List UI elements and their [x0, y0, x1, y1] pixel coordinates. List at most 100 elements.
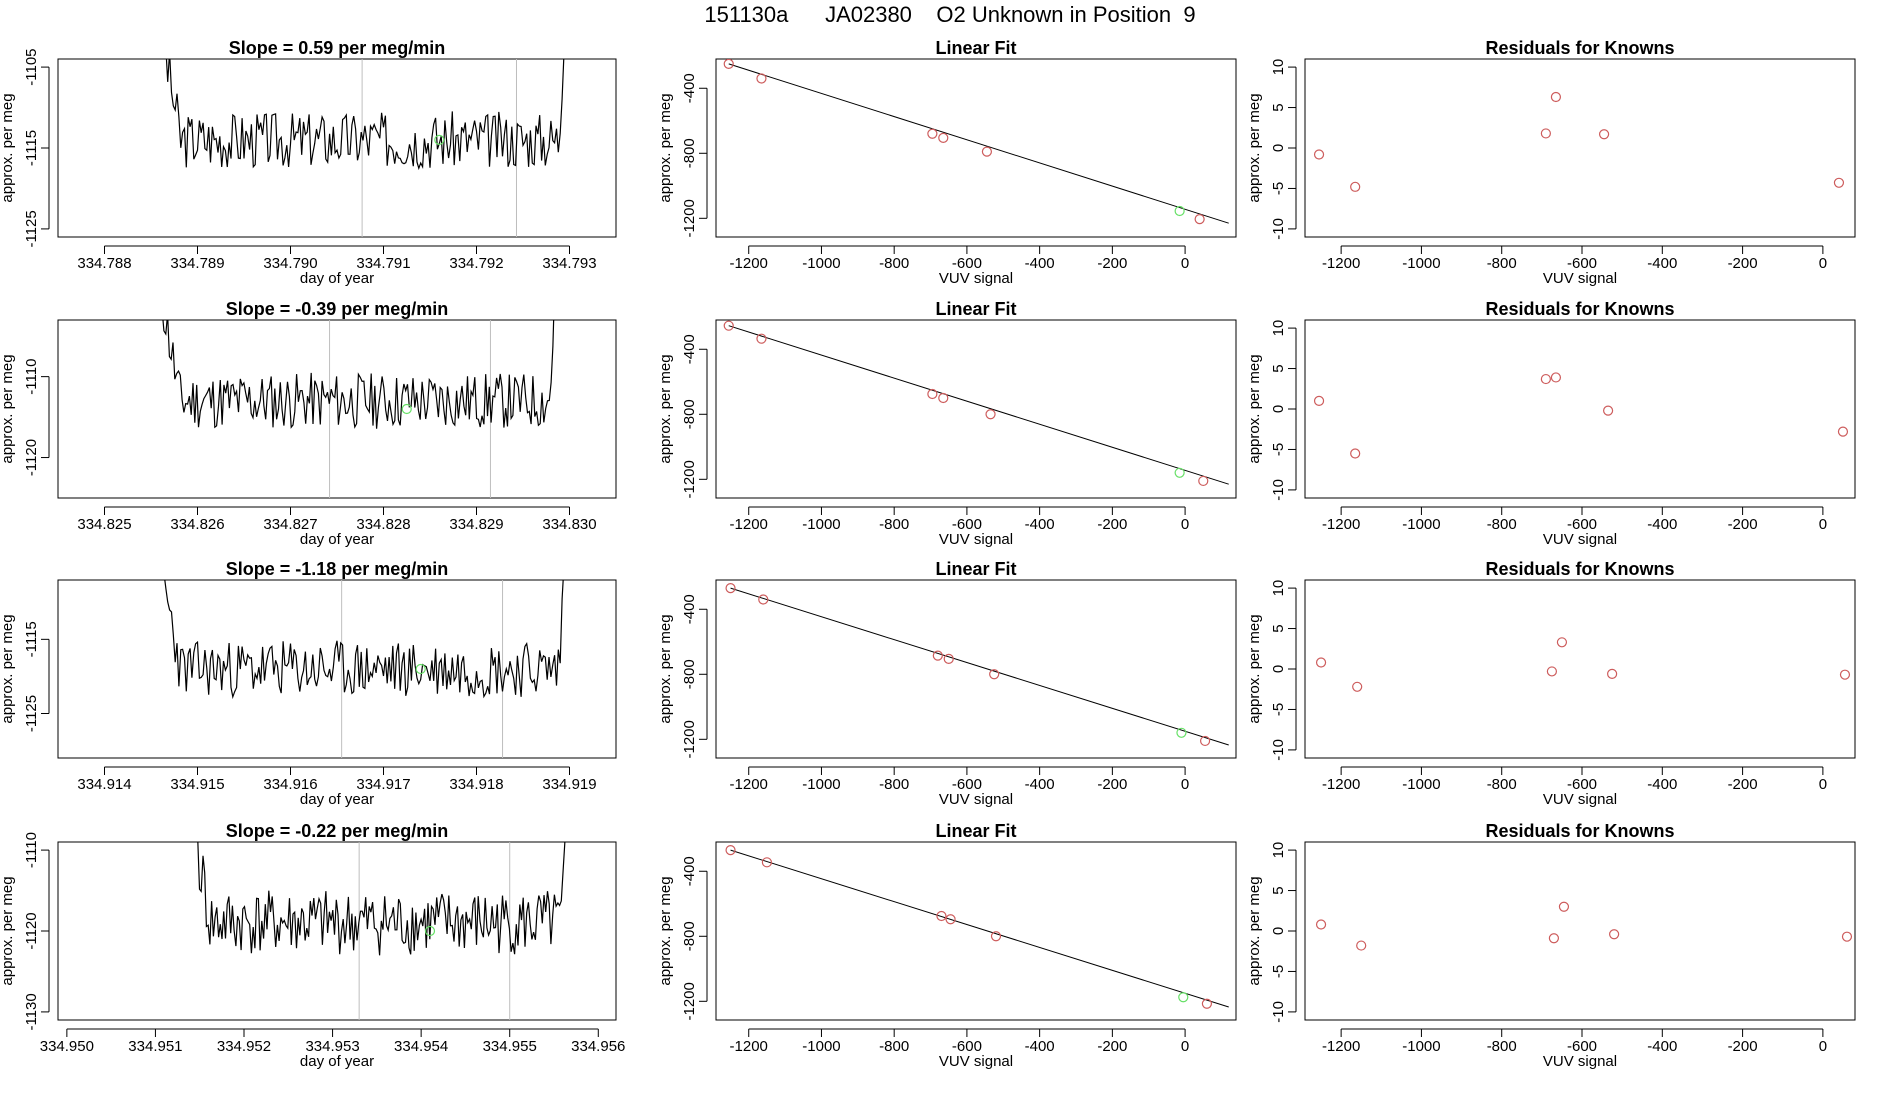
x-tick-label: -400: [1647, 1038, 1677, 1055]
unknown-point: [1174, 205, 1185, 217]
y-axis-label: approx. per meg: [657, 93, 674, 202]
y-tick-label: -5: [1270, 443, 1287, 456]
x-tick-label: 334.830: [542, 516, 596, 533]
x-tick-label: -1200: [730, 1038, 768, 1055]
x-tick-label: 0: [1819, 1038, 1827, 1055]
x-tick-label: -800: [1487, 516, 1517, 533]
unknown-point: [1178, 992, 1189, 1003]
chart-title: Linear Fit: [935, 559, 1016, 579]
x-tick-label: 334.956: [571, 1038, 625, 1055]
y-axis: 10 5 0 -5 -10: [1270, 59, 1297, 240]
x-axis-label: day of year: [300, 791, 374, 808]
x-tick-label: 334.914: [77, 776, 131, 793]
x-tick-label: -200: [1728, 1038, 1758, 1055]
x-tick-label: -800: [1487, 1038, 1517, 1055]
x-tick-label: -1000: [1402, 516, 1440, 533]
plot-frame: [57, 319, 617, 499]
known-point: [943, 653, 954, 664]
x-tick-label: -600: [1567, 1038, 1597, 1055]
x-tick-label: -600: [1567, 255, 1597, 272]
y-tick-label: -5: [1270, 965, 1287, 978]
x-tick-label: -1000: [1402, 1038, 1440, 1055]
x-tick-label: 334.919: [542, 776, 596, 793]
x-axis: 334.825 334.826 334.827 334.828 334.829 334.8…: [77, 506, 597, 533]
known-point: [990, 931, 1002, 942]
x-tick-label: -400: [1025, 255, 1055, 272]
x-axis: -1200 -1000 -800 -600 -400 -200 0: [1322, 1028, 1827, 1055]
x-tick-label: 334.951: [128, 1038, 182, 1055]
plot-frame: [715, 579, 1237, 759]
y-tick-label: 0: [1270, 665, 1287, 673]
x-axis: 334.914 334.915 334.916 334.917 334.918 334.9…: [77, 766, 597, 793]
y-axis: 10 5 0 -5 -10: [1270, 320, 1297, 501]
x-tick-label: 334.918: [449, 776, 503, 793]
x-tick-label: 334.828: [356, 516, 410, 533]
known-point: [758, 594, 769, 605]
y-tick-label: -5: [1270, 182, 1287, 195]
x-tick-label: -200: [1728, 516, 1758, 533]
y-axis-label: approx. per meg: [657, 354, 674, 463]
y-tick-label: -800: [681, 659, 698, 689]
x-tick-label: -1200: [1322, 776, 1360, 793]
known-point: [1550, 91, 1562, 103]
y-axis: -400 -800 -1200: [681, 856, 708, 1020]
x-axis: -1200 -1000 -800 -600 -400 -200 0: [730, 506, 1189, 533]
y-tick-label: -800: [681, 921, 698, 951]
y-axis: -1125 -1115 -1105: [23, 48, 50, 248]
x-tick-label: 0: [1181, 255, 1189, 272]
chart-title: Residuals for Knowns: [1485, 559, 1674, 579]
figure-title: 151130a JA02380 O2 Unknown in Position 9: [704, 2, 1196, 27]
y-tick-label: 5: [1270, 624, 1287, 632]
chart-title: Slope = 0.59 per meg/min: [229, 38, 446, 58]
fit-line: [728, 325, 1229, 485]
x-axis: -1200 -1000 -800 -600 -400 -200 0: [1322, 506, 1827, 533]
y-axis: -400 -800 -1200: [681, 73, 708, 237]
x-axis: 334.788 334.789 334.790 334.791 334.792 334.7…: [77, 245, 597, 272]
x-tick-label: -600: [1567, 776, 1597, 793]
x-tick-label: -1000: [802, 516, 840, 533]
y-axis: -400 -800 -1200: [681, 334, 708, 498]
x-tick-label: 334.792: [449, 255, 503, 272]
known-point: [1194, 214, 1205, 225]
plot-frame: [57, 841, 617, 1021]
known-point: [1556, 637, 1568, 648]
y-tick-label: 10: [1270, 320, 1287, 337]
y-tick-label: -1200: [681, 460, 698, 498]
x-axis-label: VUV signal: [1543, 531, 1617, 548]
y-tick-label: -400: [681, 594, 698, 624]
x-tick-label: -800: [879, 255, 909, 272]
known-point: [1548, 933, 1560, 944]
x-tick-label: 334.827: [263, 516, 317, 533]
x-tick-label: -600: [952, 776, 982, 793]
y-tick-label: 10: [1270, 59, 1287, 76]
x-tick-label: -800: [879, 1038, 909, 1055]
chart-title: Residuals for Knowns: [1485, 299, 1674, 319]
chart-panel-0: Slope = 0.59 per meg/min day of year appro…: [0, 38, 617, 287]
x-axis-label: VUV signal: [939, 270, 1013, 287]
unknown-point: [415, 663, 426, 675]
x-tick-label: -400: [1025, 776, 1055, 793]
y-tick-label: 10: [1270, 842, 1287, 859]
unknown-point: [424, 925, 436, 937]
x-tick-label: 334.950: [40, 1038, 94, 1055]
x-axis-label: VUV signal: [1543, 1053, 1617, 1070]
known-point: [927, 128, 938, 139]
known-point: [981, 146, 993, 157]
known-point: [1313, 149, 1325, 160]
y-tick-label: -1125: [23, 210, 40, 247]
series-line: [165, 59, 565, 171]
fit-line: [728, 63, 1229, 224]
chart-panel-5: Residuals for Knowns VUV signal approx. pe…: [1246, 299, 1856, 548]
chart-title: Slope = -1.18 per meg/min: [226, 559, 449, 579]
known-point: [932, 650, 943, 661]
fit-line: [730, 849, 1229, 1008]
x-tick-label: 334.917: [356, 776, 410, 793]
x-tick-label: -1200: [730, 255, 768, 272]
y-tick-label: -1110: [23, 832, 40, 868]
known-point: [1546, 666, 1557, 677]
known-point: [756, 73, 767, 84]
y-tick-label: 5: [1270, 103, 1287, 111]
y-axis: -1120 -1110: [23, 359, 50, 476]
y-tick-label: 5: [1270, 364, 1287, 372]
